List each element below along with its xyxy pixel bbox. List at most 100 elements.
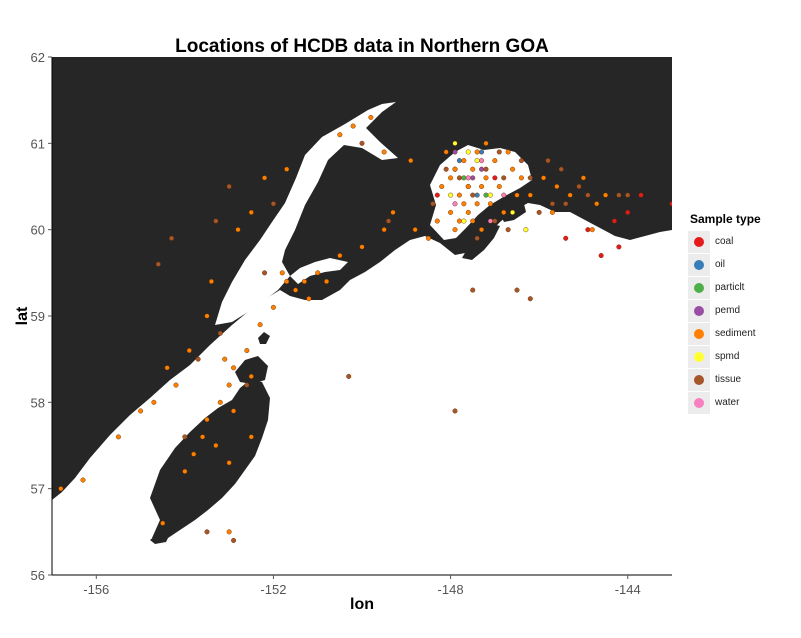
legend-label: oil [715, 259, 726, 270]
data-point-tissue [470, 192, 476, 198]
data-point-sediment [461, 201, 467, 207]
data-point-sediment [80, 477, 86, 483]
legend-dot [694, 305, 704, 316]
data-point-sediment [390, 209, 396, 215]
series-coal [434, 175, 672, 259]
data-point-tissue [576, 183, 582, 189]
legend-label: coal [715, 236, 734, 247]
data-point-sediment [567, 192, 573, 198]
x-axis-ticks: -156 -152 -148 -144 [83, 575, 641, 597]
data-point-sediment [226, 529, 232, 535]
data-point-oil [474, 192, 480, 198]
data-point-tissue [625, 192, 631, 198]
data-point-coal [563, 235, 569, 241]
data-point-sediment [501, 209, 507, 215]
afognak-island [235, 356, 268, 384]
data-point-coal [638, 192, 644, 198]
data-point-sediment [594, 201, 600, 207]
data-point-sediment [554, 183, 560, 189]
data-point-tissue [204, 529, 210, 535]
data-point-sediment [301, 278, 307, 284]
data-point-sediment [191, 451, 197, 457]
legend-dot [694, 397, 704, 408]
data-point-tissue [518, 158, 524, 164]
data-point-sediment [222, 356, 228, 362]
data-point-sediment [510, 166, 516, 172]
cook-inlet [215, 102, 398, 325]
data-point-sediment [231, 365, 237, 371]
legend-label: sediment [715, 328, 756, 339]
data-point-sediment [470, 218, 476, 224]
y-tick-label: 57 [31, 482, 45, 497]
data-point-spmd [487, 192, 493, 198]
data-point-sediment [408, 158, 414, 164]
data-point-sediment [284, 278, 290, 284]
legend-key [688, 345, 710, 368]
data-point-water [501, 192, 507, 198]
data-point-sediment [306, 296, 312, 302]
data-point-spmd [523, 227, 529, 233]
data-point-tissue [217, 330, 223, 336]
series-pemd [452, 149, 485, 181]
data-point-tissue [496, 149, 502, 155]
data-point-water [487, 218, 493, 224]
data-point-sediment [580, 175, 586, 181]
montague-island [462, 224, 500, 260]
data-point-sediment [359, 244, 365, 250]
data-point-spmd [474, 158, 480, 164]
data-point-sediment [474, 201, 480, 207]
data-point-sediment [248, 434, 254, 440]
data-point-sediment [589, 227, 595, 233]
data-point-tissue [536, 209, 542, 215]
y-tick-label: 59 [31, 309, 45, 324]
data-point-sediment [248, 373, 254, 379]
data-point-tissue [585, 192, 591, 198]
data-point-tissue [346, 373, 352, 379]
legend-items: coal oil particlt pemd sediment spmd tissue wat… [688, 230, 761, 414]
data-point-tissue [563, 201, 569, 207]
data-point-spmd [452, 140, 458, 146]
legend-key [688, 322, 710, 345]
data-point-tissue [430, 201, 436, 207]
data-point-coal [625, 209, 631, 215]
data-point-sediment [257, 322, 263, 328]
data-point-sediment [448, 175, 454, 181]
barren-islands [258, 332, 270, 344]
data-point-tissue [226, 183, 232, 189]
x-tick-label: -148 [438, 582, 464, 597]
data-point-sediment [337, 132, 343, 138]
data-point-tissue [452, 408, 458, 414]
data-point-tissue [213, 218, 219, 224]
data-point-tissue [456, 175, 462, 181]
data-point-sediment [204, 313, 210, 319]
data-point-pemd [452, 149, 458, 155]
data-point-tissue [514, 287, 520, 293]
legend-item-oil: oil [688, 253, 761, 276]
x-tick-label: -144 [615, 582, 641, 597]
legend-label: pemd [715, 305, 741, 316]
data-point-sediment [461, 158, 467, 164]
data-point-sediment [479, 183, 485, 189]
data-point-sediment [381, 227, 387, 233]
data-point-sediment [217, 399, 223, 405]
series-tissue [155, 140, 631, 543]
legend-label: tissue [715, 374, 742, 385]
data-point-sediment [200, 434, 206, 440]
data-point-sediment [350, 123, 356, 129]
data-point-particlt [461, 175, 467, 181]
series-water [452, 158, 507, 224]
data-point-tissue [195, 356, 201, 362]
data-point-sediment [231, 408, 237, 414]
data-point-sediment [505, 149, 511, 155]
data-point-spmd [465, 149, 471, 155]
data-point-tissue [527, 296, 533, 302]
legend-item-pemd: pemd [688, 299, 761, 322]
data-point-tissue [474, 235, 480, 241]
kodiak-islands [150, 332, 270, 544]
legend-label: particlt [715, 282, 745, 293]
legend-item-water: water [688, 391, 761, 414]
data-point-water [465, 175, 471, 181]
data-point-sediment [465, 183, 471, 189]
legend-dot [694, 351, 704, 362]
data-point-tissue [483, 166, 489, 172]
